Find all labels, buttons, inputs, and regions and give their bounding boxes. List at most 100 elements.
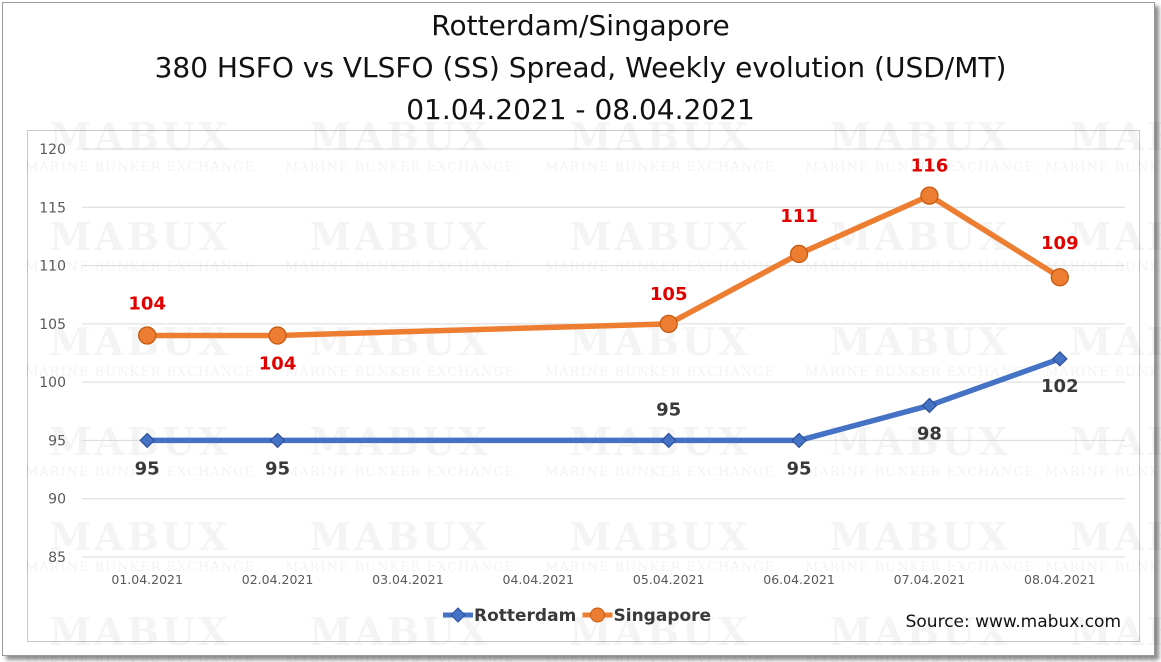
data-label: 104	[259, 354, 297, 375]
x-tick-label: 06.04.2021	[763, 572, 835, 587]
legend-label: Singapore	[614, 606, 712, 626]
watermark-tagline: MARINE BUNKER EXCHANGE	[25, 160, 255, 175]
data-label: 95	[265, 458, 290, 479]
x-tick-label: 02.04.2021	[242, 572, 314, 587]
x-tick-label: 08.04.2021	[1024, 572, 1096, 587]
data-label: 116	[911, 156, 949, 177]
watermark-brand: MABUX	[1069, 114, 1161, 159]
watermark-tagline: MARINE BUNKER EXCHANGE	[1045, 365, 1161, 380]
watermark-tagline: MARINE BUNKER EXCHANGE	[25, 655, 255, 662]
watermark-tagline: MARINE BUNKER EXCHANGE	[545, 560, 775, 575]
watermark-tagline: MARINE BUNKER EXCHANGE	[25, 465, 255, 480]
watermark-brand: MABUX	[309, 319, 490, 364]
data-label: 95	[787, 458, 812, 479]
data-point	[920, 186, 939, 205]
watermark-brand: MABUX	[569, 514, 750, 559]
watermark-tagline: MARINE BUNKER EXCHANGE	[285, 655, 515, 662]
watermark-brand: MABUX	[829, 214, 1010, 259]
x-tick-label: 07.04.2021	[894, 572, 966, 587]
watermark-brand: MABUX	[829, 609, 1010, 654]
y-tick-label: 120	[39, 142, 66, 158]
data-point	[921, 397, 938, 414]
watermark-tagline: MARINE BUNKER EXCHANGE	[805, 560, 1035, 575]
watermark-brand: MABUX	[49, 114, 230, 159]
data-point	[268, 326, 287, 345]
chart-title-line-1: Rotterdam/Singapore	[431, 9, 730, 42]
data-point	[789, 244, 809, 264]
data-point	[138, 326, 157, 345]
watermark-brand: MABUX	[1069, 319, 1161, 364]
watermark-brand: MABUX	[569, 214, 750, 259]
watermark-tagline: MARINE BUNKER EXCHANGE	[285, 465, 515, 480]
grid-layer	[82, 148, 1125, 558]
watermark-tagline: MARINE BUNKER EXCHANGE	[285, 365, 515, 380]
watermark-brand: MABUX	[49, 514, 230, 559]
watermark-tagline: MARINE BUNKER EXCHANGE	[545, 160, 775, 175]
data-point	[791, 432, 807, 449]
y-tick-label: 95	[48, 433, 66, 449]
watermark-tagline: MARINE BUNKER EXCHANGE	[285, 560, 515, 575]
watermark-tagline: MARINE BUNKER EXCHANGE	[1045, 260, 1161, 275]
watermark-brand: MABUX	[309, 114, 490, 159]
y-tick-label: 105	[39, 317, 66, 333]
data-label: 105	[650, 284, 688, 305]
watermark-brand: MABUX	[49, 609, 230, 654]
series-layer	[138, 186, 1069, 449]
y-tick-label: 85	[48, 550, 66, 566]
watermark-tagline: MARINE BUNKER EXCHANGE	[545, 465, 775, 480]
watermark-tagline: MARINE BUNKER EXCHANGE	[25, 560, 255, 575]
watermark-tagline: MARINE BUNKER EXCHANGE	[1045, 560, 1161, 575]
data-label: 102	[1041, 376, 1079, 397]
watermark-brand: MABUX	[829, 319, 1010, 364]
data-label: 104	[128, 294, 166, 315]
y-tick-label: 90	[48, 492, 66, 508]
data-point	[659, 314, 678, 334]
x-tick-label: 04.04.2021	[503, 572, 575, 587]
watermark-tagline: MARINE BUNKER EXCHANGE	[545, 260, 775, 275]
watermark-brand: MABUX	[1069, 214, 1161, 259]
x-tick-label: 01.04.2021	[111, 572, 183, 587]
watermark-brand: MABUX	[1069, 609, 1161, 654]
data-label: 111	[780, 206, 818, 227]
series-line-singapore	[144, 192, 1063, 339]
watermark-brand: MABUX	[1069, 514, 1161, 559]
watermark-tagline: MARINE BUNKER EXCHANGE	[285, 160, 515, 175]
data-point	[1051, 350, 1068, 367]
data-point	[660, 432, 677, 449]
watermark-tagline: MARINE BUNKER EXCHANGE	[805, 465, 1035, 480]
watermark-brand: MABUX	[309, 214, 490, 259]
watermark-brand: MABUX	[49, 214, 230, 259]
legend-marker	[450, 607, 466, 623]
y-tick-label: 100	[39, 375, 66, 391]
watermark-tagline: MARINE BUNKER EXCHANGE	[25, 365, 255, 380]
legend: Rotterdam Singapore	[443, 606, 711, 626]
watermark-tagline: MARINE BUNKER EXCHANGE	[805, 260, 1035, 275]
watermark-brand: MABUX	[829, 114, 1010, 159]
y-tick-label: 110	[39, 259, 66, 275]
legend-marker	[590, 607, 605, 623]
data-label: 98	[917, 423, 942, 444]
watermark-tagline: MARINE BUNKER EXCHANGE	[25, 260, 255, 275]
